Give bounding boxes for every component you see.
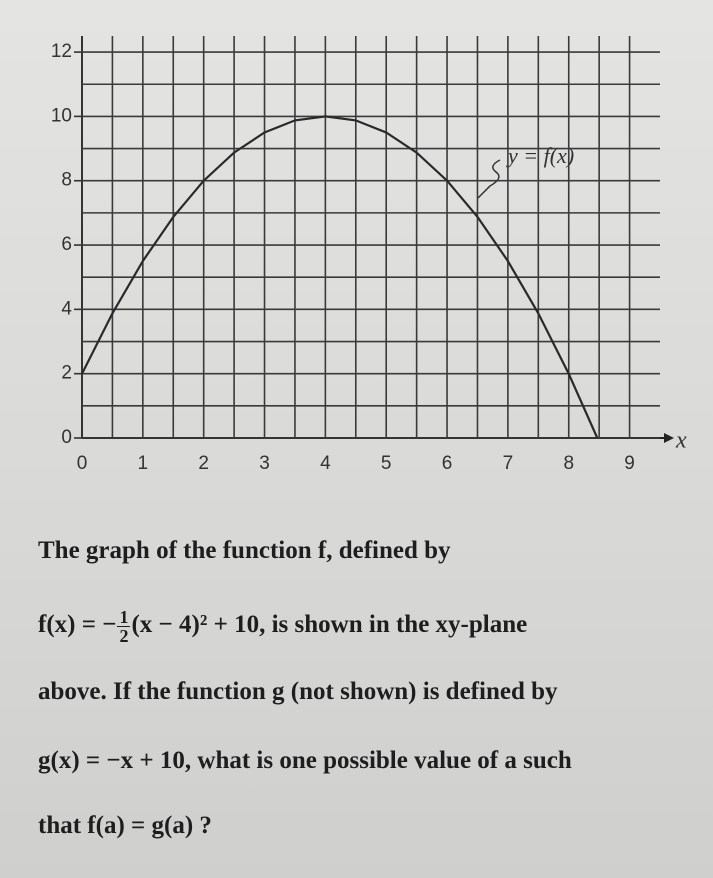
numerator: 1: [117, 607, 131, 627]
question-line: that f(a) = g(a) ?: [38, 812, 212, 839]
annotation: y = f(x): [506, 143, 574, 168]
equation: (x − 4)² + 10, is shown in the xy-plane: [131, 611, 528, 639]
y-tick-label: 10: [51, 105, 72, 126]
x-tick-label: 4: [320, 453, 331, 474]
x-tick-label: 9: [624, 453, 635, 474]
x-axis-arrow: [664, 433, 674, 443]
x-tick-label: 0: [77, 453, 88, 474]
y-tick-label: 8: [61, 170, 72, 191]
x-tick-label: 5: [381, 453, 392, 474]
y-tick-label: 2: [61, 363, 72, 384]
x-tick-label: 3: [259, 453, 270, 474]
y-tick-label: 12: [51, 41, 72, 62]
x-tick-label: 2: [198, 453, 209, 474]
x-axis-label: x: [675, 428, 687, 454]
question-line: The graph of the function f, defined by: [38, 537, 451, 564]
denominator: 2: [119, 626, 129, 646]
question-line: f(x) = −1 2 (x − 4)² + 10, is shown in the…: [38, 608, 527, 645]
equation: f(x) = −: [38, 611, 117, 639]
x-tick-label: 8: [563, 453, 574, 474]
curve: [81, 115, 599, 439]
question-line: above. If the function g (not shown) is …: [38, 678, 558, 705]
y-tick-label: 0: [61, 427, 72, 448]
annotation-pointer: [477, 159, 501, 199]
x-tick-label: 7: [503, 453, 514, 474]
y-tick-label: 4: [61, 298, 72, 319]
x-tick-label: 6: [442, 453, 453, 474]
question-line: g(x) = −x + 10, what is one possible val…: [38, 747, 572, 774]
y-tick-label: 6: [61, 234, 72, 255]
x-tick-label: 1: [138, 453, 149, 474]
